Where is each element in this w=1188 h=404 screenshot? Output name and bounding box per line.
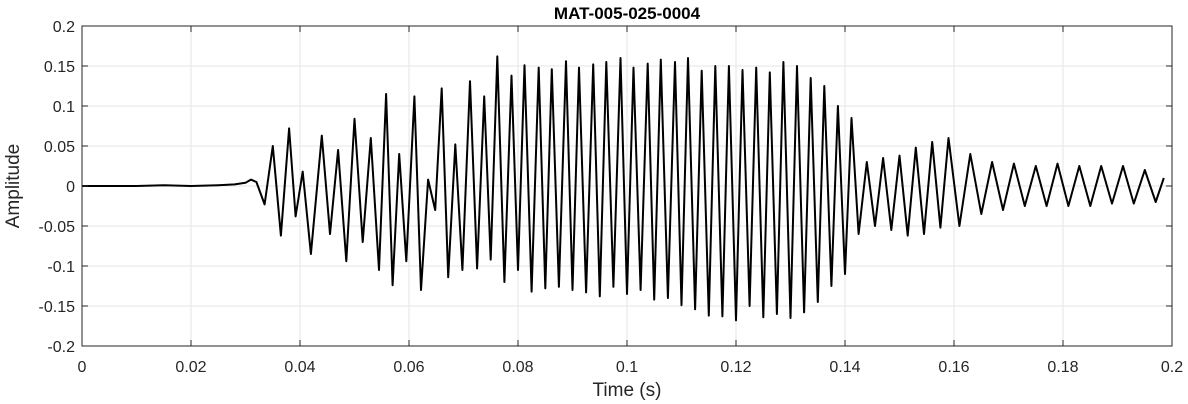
y-tick-label: -0.15 xyxy=(39,299,76,316)
y-tick-label: 0.2 xyxy=(53,19,75,36)
y-tick-label: -0.1 xyxy=(47,259,75,276)
x-tick-label: 0.1 xyxy=(616,359,638,376)
x-tick-label: 0 xyxy=(78,359,87,376)
y-tick-label: 0.05 xyxy=(44,139,75,156)
y-axis-label: Amplitude xyxy=(3,144,24,229)
x-tick-label: 0.18 xyxy=(1047,359,1078,376)
series-line-signal xyxy=(82,55,1165,322)
x-axis-tick-labels: 0 0.02 0.04 0.06 0.08 0.1 0.12 0.14 0.16 0.18 0.2 xyxy=(78,359,1184,376)
x-tick-label: 0.2 xyxy=(1161,359,1183,376)
y-tick-label: 0 xyxy=(66,179,75,196)
x-tick-label: 0.16 xyxy=(938,359,969,376)
y-tick-label: -0.05 xyxy=(39,219,76,236)
x-tick-label: 0.08 xyxy=(502,359,533,376)
x-tick-label: 0.06 xyxy=(393,359,424,376)
x-tick-label: 0.04 xyxy=(284,359,315,376)
y-tick-label: 0.15 xyxy=(44,59,75,76)
x-tick-label: 0.12 xyxy=(720,359,751,376)
x-axis-label: Time (s) xyxy=(593,380,662,401)
x-tick-label: 0.14 xyxy=(829,359,860,376)
axis-ticks xyxy=(81,25,1173,347)
x-tick-label: 0.02 xyxy=(175,359,206,376)
y-tick-label: -0.2 xyxy=(47,339,75,356)
y-axis-tick-labels: 0.2 0.15 0.1 0.05 0 -0.05 -0.1 -0.15 -0.2 xyxy=(39,19,76,356)
chart-title: MAT-005-025-0004 xyxy=(554,4,701,23)
y-tick-label: 0.1 xyxy=(53,99,75,116)
